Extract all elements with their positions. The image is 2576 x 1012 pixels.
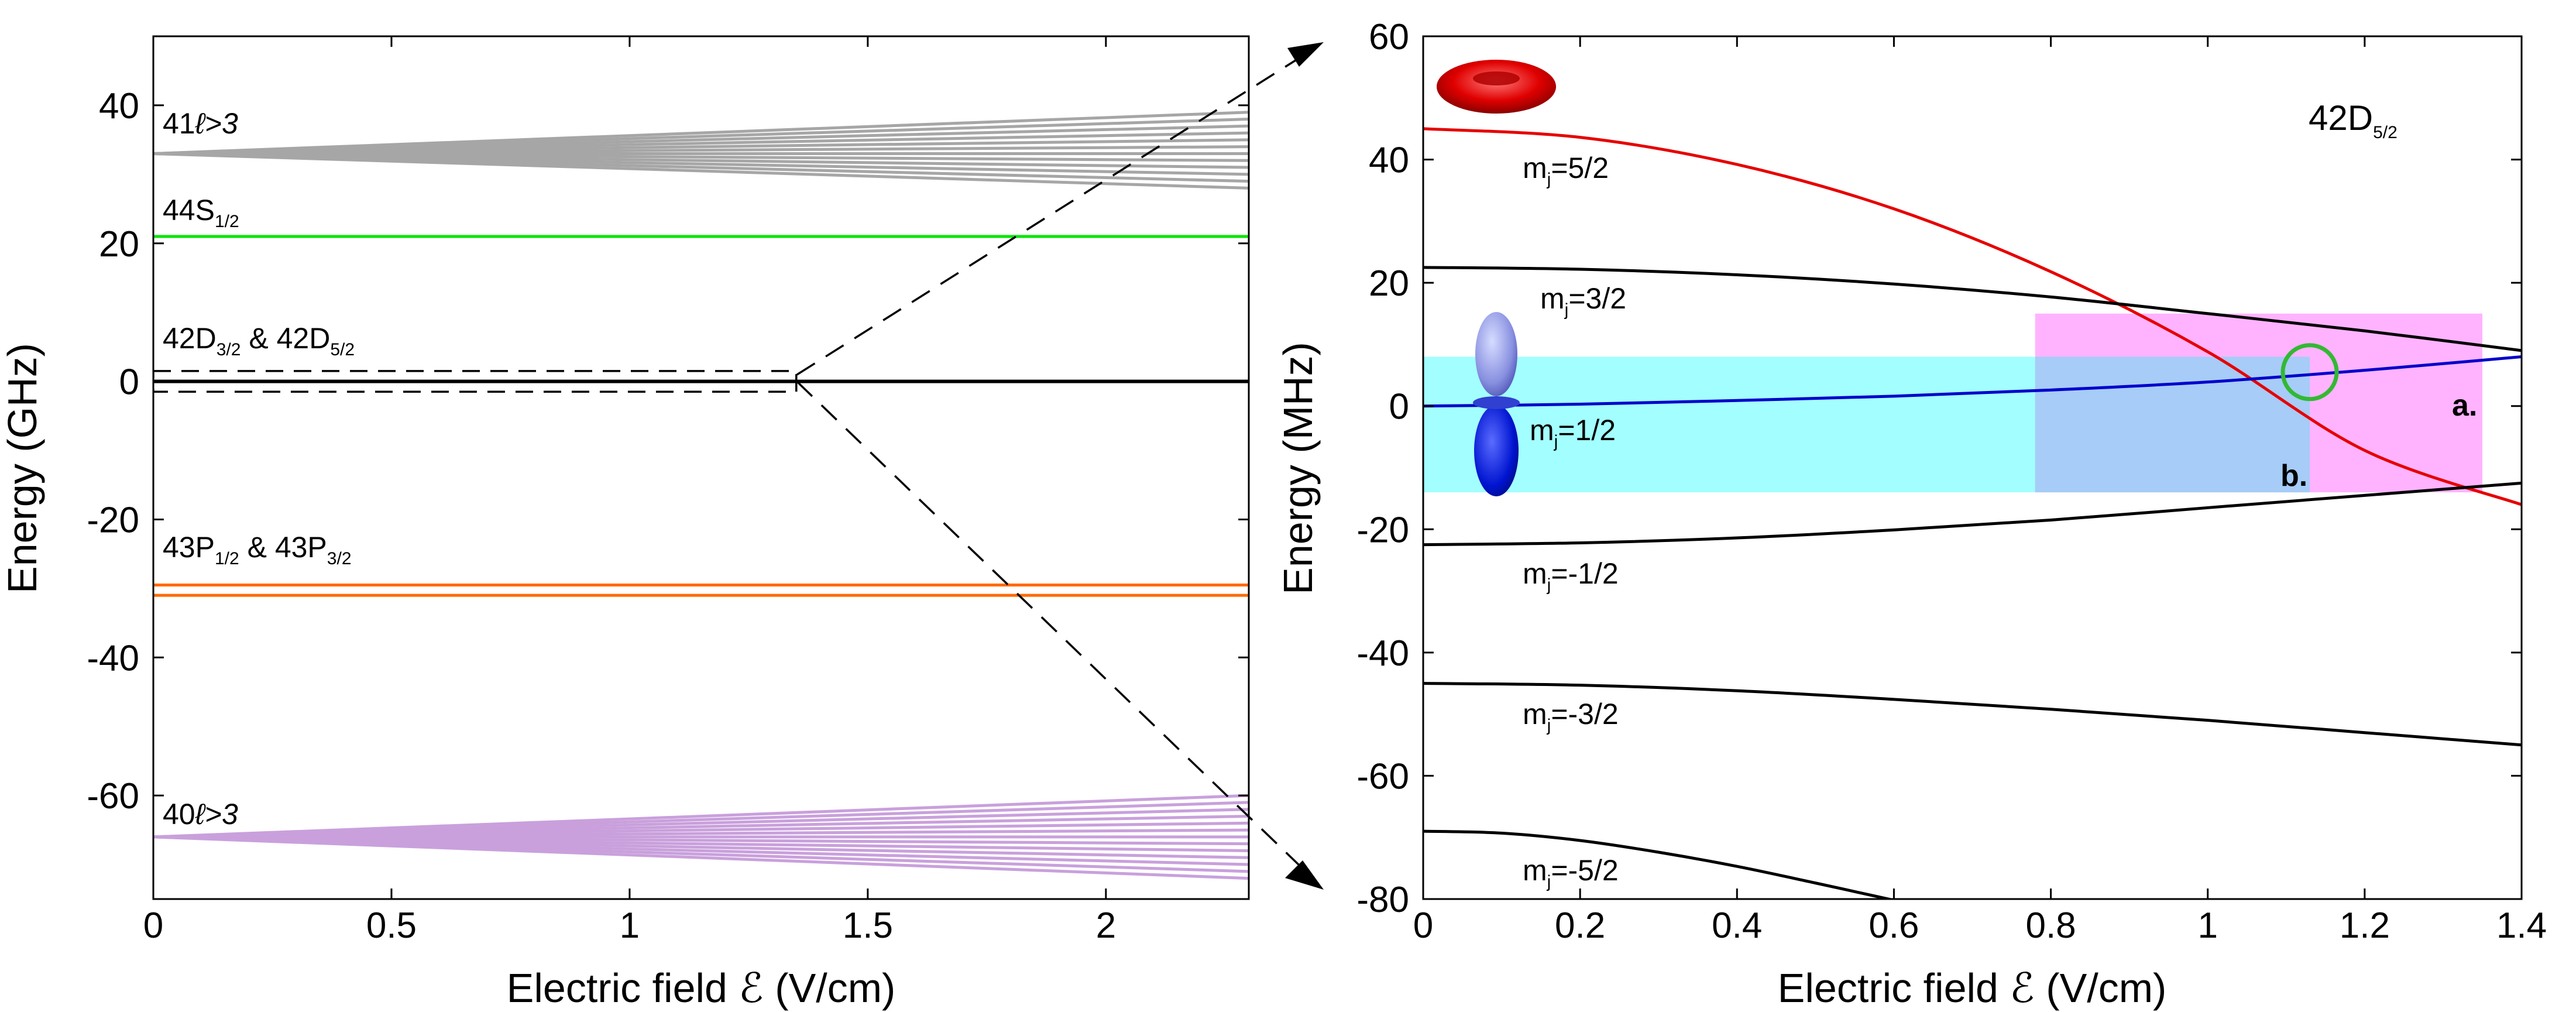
left-ticks: 0 0.5 1 1.5 2 -60 -40 -20 0 20 40 xyxy=(87,36,1249,946)
right-y-tick-label: 40 xyxy=(1369,140,1409,181)
left-y-tick-label: -60 xyxy=(87,776,139,817)
right-y-tick-label: 0 xyxy=(1389,387,1409,427)
zoom-connector-bottom xyxy=(796,380,1301,867)
right-x-tick-label: 1.4 xyxy=(2496,905,2547,946)
right-y-tick-label: -20 xyxy=(1356,510,1409,550)
left-line-41-l-3-manifold xyxy=(153,152,1249,190)
crossing-marker-circle xyxy=(2280,343,2339,402)
left-y-tick-label: -40 xyxy=(87,638,139,678)
label-mj-3-2: mj=3/2 xyxy=(1540,282,1626,320)
left-y-tick-label: -20 xyxy=(87,500,139,540)
label-41-manifold: 41ℓ>3 xyxy=(163,107,238,140)
region-a-label: a. xyxy=(2452,389,2477,423)
left-y-tick-label: 20 xyxy=(99,224,139,265)
right-x-tick-label: 0 xyxy=(1413,905,1433,946)
left-x-tick-label: 0 xyxy=(143,905,163,946)
right-x-tick-label: 0.2 xyxy=(1555,905,1605,946)
right-y-tick-label: 20 xyxy=(1369,263,1409,304)
right-x-tick-label: 0.8 xyxy=(2025,905,2076,946)
right-energy-lines xyxy=(1423,127,2522,899)
curve-mj-1-2 xyxy=(1423,355,2522,408)
left-y-tick-label: 0 xyxy=(119,362,139,403)
right-y-axis-label: Energy (MHz) xyxy=(1275,342,1321,595)
left-panel: 0 0.5 1 1.5 2 -60 -40 -20 0 20 40 41ℓ>3 44S1/2 42D… xyxy=(0,35,1250,1011)
left-x-tick-label: 0.5 xyxy=(366,905,417,946)
state-label-42d52: 42D5/2 xyxy=(2309,98,2398,142)
zoom-arrowhead-bottom xyxy=(1285,860,1324,890)
right-panel: 0 0.2 0.4 0.6 0.8 1 1.2 1.4-80-60-40-200204060 … xyxy=(1275,17,2547,1011)
left-axes-frame xyxy=(152,35,1250,900)
left-x-tick-label: 1.5 xyxy=(843,905,893,946)
curve-mj--1-2 xyxy=(1423,481,2522,547)
curve-mj-5-2 xyxy=(1423,127,2522,506)
right-y-tick-label: 60 xyxy=(1369,17,1409,57)
right-x-tick-label: 0.4 xyxy=(1712,905,1762,946)
left-line-40-l-3-manifold xyxy=(153,835,1249,880)
torus-orbital-icon xyxy=(1437,60,1556,114)
left-y-axis-label: Energy (GHz) xyxy=(0,343,45,594)
right-x-tick-label: 0.6 xyxy=(1869,905,1919,946)
label-mj-1-2: mj=1/2 xyxy=(1530,414,1616,451)
label-mj-5-2: mj=5/2 xyxy=(1523,152,1609,189)
right-axes-frame xyxy=(1422,35,2523,900)
right-ticks: 0 0.2 0.4 0.6 0.8 1 1.2 1.4 -80 -60 -40 -20 0 20 40 60 xyxy=(1356,17,2547,946)
label-mj-minus-5-2: mj=-5/2 xyxy=(1523,854,1619,891)
zoom-connector-top xyxy=(796,56,1301,376)
right-x-tick-label: 1 xyxy=(2197,905,2217,946)
curve-mj-3-2 xyxy=(1423,266,2522,352)
label-42d: 42D3/2 & 42D5/2 xyxy=(163,322,355,359)
left-x-tick-label: 1 xyxy=(620,905,640,946)
dumbbell-orbital-icon xyxy=(1473,312,1520,496)
right-y-tick-label: -40 xyxy=(1356,633,1409,674)
region-b-label: b. xyxy=(2280,459,2307,493)
right-x-axis-label: Electric field ℰ (V/cm) xyxy=(1778,965,2167,1011)
right-regions xyxy=(1423,313,2482,493)
right-x-tick-label: 1.2 xyxy=(2340,905,2390,946)
left-x-tick-label: 2 xyxy=(1096,905,1116,946)
label-40-manifold: 40ℓ>3 xyxy=(163,798,238,831)
right-y-tick-label: -80 xyxy=(1356,880,1409,920)
curve-mj--5-2 xyxy=(1423,829,1894,899)
left-y-tick-label: 40 xyxy=(99,86,139,126)
label-mj-minus-1-2: mj=-1/2 xyxy=(1523,557,1619,595)
left-x-axis-label: Electric field ℰ (V/cm) xyxy=(507,965,896,1011)
label-43p: 43P1/2 & 43P3/2 xyxy=(163,531,352,568)
zoom-arrowhead-top xyxy=(1287,42,1324,67)
left-energy-lines xyxy=(153,111,1249,880)
label-mj-minus-3-2: mj=-3/2 xyxy=(1523,698,1619,735)
crossing-marker-group xyxy=(2280,343,2339,402)
curve-mj--3-2 xyxy=(1423,682,2522,747)
zoom-connectors xyxy=(796,42,1324,890)
left-zoom-box xyxy=(153,370,798,393)
label-44s: 44S1/2 xyxy=(163,194,239,231)
right-y-tick-label: -60 xyxy=(1356,756,1409,797)
